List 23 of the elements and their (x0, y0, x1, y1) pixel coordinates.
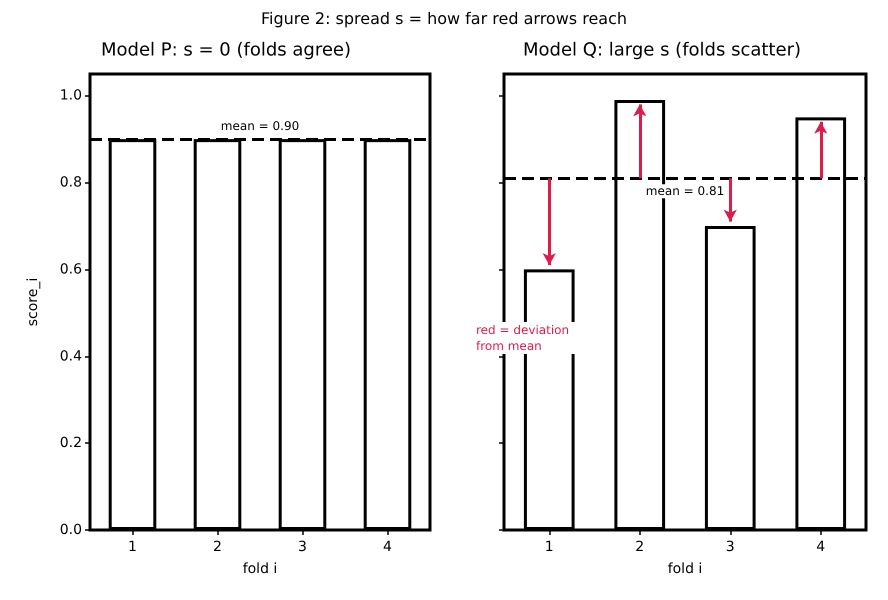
x-tick-label: 1 (128, 539, 137, 555)
x-tick-label: 3 (298, 539, 307, 555)
ref-line-label: mean = 0.81 (646, 184, 724, 198)
y-axis-title: score_i (25, 278, 41, 326)
chart-title: Model P: s = 0 (folds agree) (100, 40, 352, 60)
x-tick-label: 2 (213, 539, 222, 555)
x-axis-title: fold i (668, 561, 702, 577)
caption: Figure 2: spread s = how far red arrows reach (260, 9, 628, 28)
annotation: red = deviation from mean (476, 323, 573, 353)
y-tick-label: 1.0 (60, 88, 82, 104)
y-tick-label: 0.4 (60, 348, 82, 364)
x-axis-title: fold i (242, 561, 278, 577)
x-tick-label: 4 (383, 539, 392, 555)
y-tick-label: 0.6 (60, 261, 82, 278)
x-tick-label: 4 (816, 539, 826, 555)
chart-title: Model Q: large s (folds scatter) (523, 40, 801, 60)
x-tick-label: 2 (635, 539, 644, 555)
x-tick-label: 3 (726, 539, 735, 555)
y-tick-label: 0.0 (60, 522, 82, 538)
y-tick-label: 0.8 (60, 174, 82, 191)
ref-line-label: mean = 0.90 (220, 119, 300, 134)
x-tick-label: 1 (544, 539, 554, 555)
y-tick-label: 0.2 (60, 435, 82, 452)
